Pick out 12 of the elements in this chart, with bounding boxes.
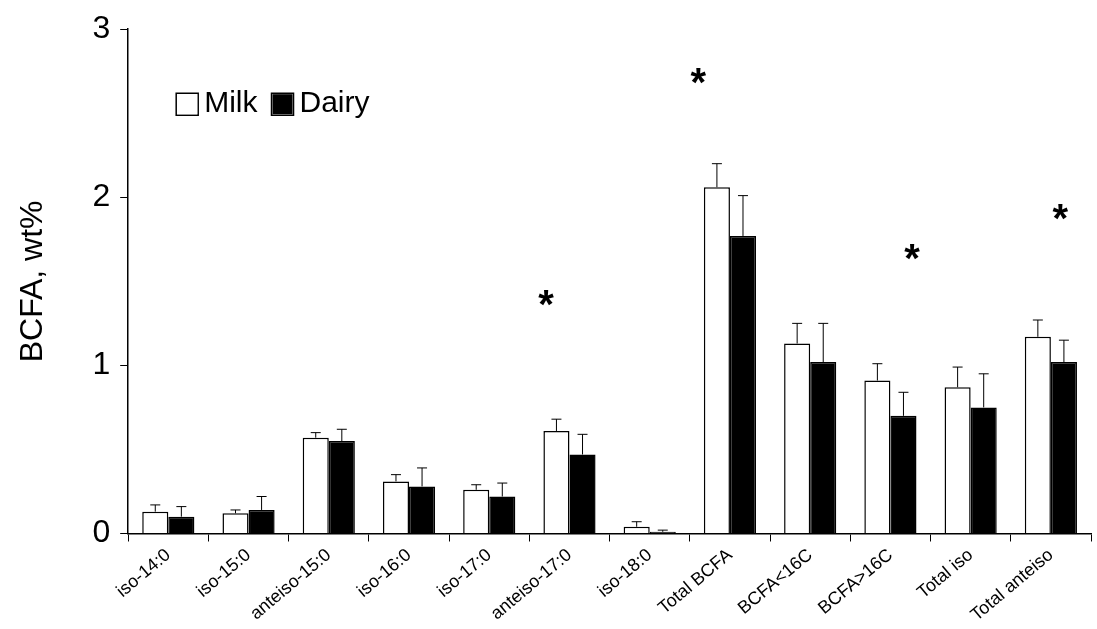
y-tick-label: 3 — [92, 9, 111, 46]
y-tick-label: 0 — [92, 513, 111, 550]
x-tick-label: Total iso — [913, 544, 977, 603]
legend-label: Dairy — [299, 85, 370, 119]
annotation: * — [690, 59, 707, 104]
y-tick-label: 1 — [92, 345, 111, 382]
annotation: * — [904, 236, 921, 281]
legend-label: Milk — [204, 85, 259, 119]
annotation: * — [1052, 195, 1069, 240]
y-tick-label: 2 — [92, 177, 111, 214]
annotation: * — [538, 281, 555, 326]
y-axis-title: BCFA, wt% — [13, 200, 50, 363]
